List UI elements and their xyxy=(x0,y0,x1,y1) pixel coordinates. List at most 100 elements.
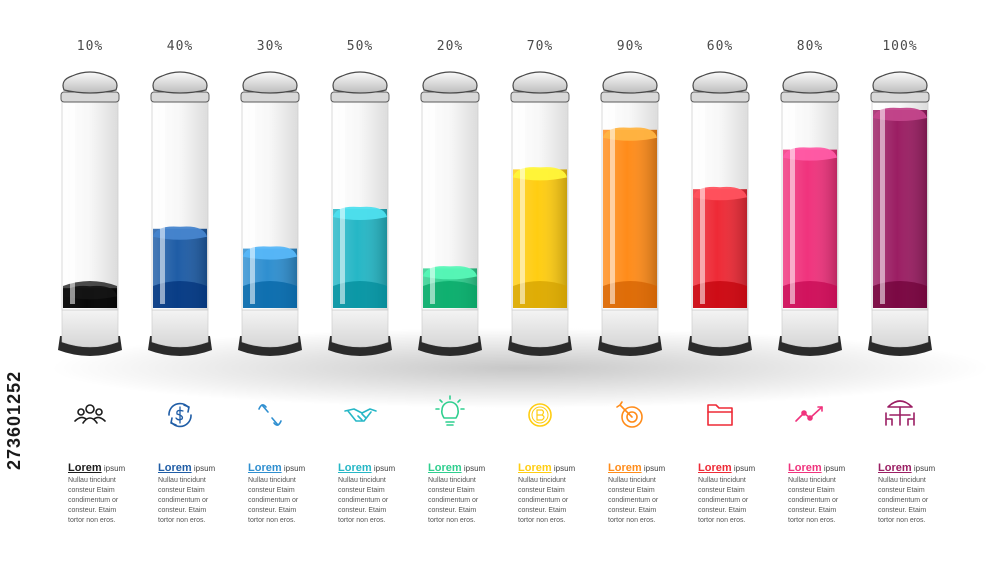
heading-rest: ipsum xyxy=(371,464,396,473)
text-block-heading: Lorem ipsum xyxy=(158,462,238,475)
heading-highlight: Lorem xyxy=(878,462,912,474)
bar-tube-4 xyxy=(328,71,392,356)
heading-rest: ipsum xyxy=(101,464,126,473)
text-block-6: Lorem ipsum Nullau tincidunt consteur Eta… xyxy=(518,462,598,526)
text-block-heading: Lorem ipsum xyxy=(608,462,688,475)
text-block-1: Lorem ipsum Nullau tincidunt consteur Eta… xyxy=(68,462,148,526)
text-block-body: Nullau tincidunt consteur Etaim condimen… xyxy=(518,477,569,524)
heading-rest: ipsum xyxy=(641,464,666,473)
tube-cap-top xyxy=(332,71,388,94)
text-block-10: Lorem ipsum Nullau tincidunt consteur Eta… xyxy=(878,462,958,526)
liquid-surface xyxy=(423,266,477,280)
tube-base xyxy=(601,309,659,348)
glass-highlight xyxy=(790,104,795,304)
liquid-bottom xyxy=(333,281,387,308)
tube-base xyxy=(151,309,209,348)
liquid-surface xyxy=(333,206,387,220)
heading-rest: ipsum xyxy=(281,464,306,473)
glass-highlight xyxy=(700,104,705,304)
glass-highlight xyxy=(250,104,255,304)
handshake-icon xyxy=(344,408,377,422)
bar-tube-9 xyxy=(778,71,842,356)
text-block-heading: Lorem ipsum xyxy=(248,462,328,475)
liquid-surface xyxy=(153,226,207,240)
stock-watermark-id: 273601252 xyxy=(4,370,24,470)
bars-group xyxy=(58,71,932,356)
text-block-body: Nullau tincidunt consteur Etaim condimen… xyxy=(248,477,299,524)
glass-highlight xyxy=(520,104,525,304)
text-block-4: Lorem ipsum Nullau tincidunt consteur Eta… xyxy=(338,462,418,526)
heading-highlight: Lorem xyxy=(608,462,642,474)
bar-tube-8 xyxy=(688,71,752,356)
lightbulb-icon xyxy=(435,395,465,426)
liquid-surface xyxy=(693,186,747,201)
folder-icon xyxy=(707,404,733,426)
liquid-bottom xyxy=(423,281,477,308)
text-block-body: Nullau tincidunt consteur Etaim condimen… xyxy=(158,477,209,524)
value-label-8: 60% xyxy=(707,39,733,54)
tube-cap-top xyxy=(692,71,748,94)
liquid-bottom xyxy=(63,281,117,308)
text-block-5: Lorem ipsum Nullau tincidunt consteur Eta… xyxy=(428,462,508,526)
text-block-7: Lorem ipsum Nullau tincidunt consteur Eta… xyxy=(608,462,688,526)
heading-highlight: Lorem xyxy=(698,462,732,474)
liquid-surface xyxy=(513,167,567,181)
tube-cap-top xyxy=(422,71,478,94)
bar-tube-6 xyxy=(508,71,572,356)
glass-highlight xyxy=(340,104,345,304)
heading-highlight: Lorem xyxy=(518,462,552,474)
bar-tube-1 xyxy=(58,71,122,356)
heading-highlight: Lorem xyxy=(68,462,102,474)
tube-cap-top xyxy=(242,71,298,94)
value-label-3: 30% xyxy=(257,39,283,54)
restaurant-table-icon xyxy=(885,400,915,426)
tube-base xyxy=(691,309,749,348)
value-label-5: 20% xyxy=(437,39,463,54)
text-block-body: Nullau tincidunt consteur Etaim condimen… xyxy=(608,477,659,524)
glass-highlight xyxy=(70,104,75,304)
value-label-9: 80% xyxy=(797,39,823,54)
liquid-bottom xyxy=(243,281,297,308)
trend-line-icon xyxy=(795,406,823,422)
value-label-7: 90% xyxy=(617,39,643,54)
heading-highlight: Lorem xyxy=(158,462,192,474)
heading-rest: ipsum xyxy=(911,464,936,473)
link-icon xyxy=(258,404,282,426)
glass-highlight xyxy=(160,104,165,304)
value-label-6: 70% xyxy=(527,39,553,54)
team-icon xyxy=(74,404,106,424)
tube-cap-top xyxy=(602,71,658,94)
target-icon xyxy=(616,401,643,428)
tube-base xyxy=(241,309,299,348)
heading-rest: ipsum xyxy=(821,464,846,473)
liquid-bottom xyxy=(693,281,747,308)
glass-highlight xyxy=(610,104,615,304)
text-block-3: Lorem ipsum Nullau tincidunt consteur Eta… xyxy=(248,462,328,526)
text-block-heading: Lorem ipsum xyxy=(698,462,778,475)
liquid-surface xyxy=(783,147,837,161)
heading-rest: ipsum xyxy=(191,464,216,473)
dollar-exchange-icon xyxy=(168,402,192,428)
text-block-body: Nullau tincidunt consteur Etaim condimen… xyxy=(338,477,389,524)
text-block-heading: Lorem ipsum xyxy=(338,462,418,475)
tube-cap-top xyxy=(152,71,208,94)
heading-rest: ipsum xyxy=(551,464,576,473)
tube-base xyxy=(421,309,479,348)
bar-tube-7 xyxy=(598,71,662,356)
icons-group xyxy=(74,395,915,428)
liquid-surface xyxy=(873,107,927,121)
text-block-2: Lorem ipsum Nullau tincidunt consteur Eta… xyxy=(158,462,238,526)
text-block-heading: Lorem ipsum xyxy=(878,462,958,475)
heading-highlight: Lorem xyxy=(248,462,282,474)
text-block-heading: Lorem ipsum xyxy=(518,462,598,475)
tube-cap-top xyxy=(782,71,838,94)
glass-highlight xyxy=(430,104,435,304)
text-block-body: Nullau tincidunt consteur Etaim condimen… xyxy=(788,477,839,524)
bar-tube-3 xyxy=(238,71,302,356)
heading-rest: ipsum xyxy=(461,464,486,473)
tube-cap-top xyxy=(872,71,928,94)
heading-highlight: Lorem xyxy=(428,462,462,474)
bitcoin-icon xyxy=(528,403,552,427)
text-block-heading: Lorem ipsum xyxy=(788,462,868,475)
text-block-9: Lorem ipsum Nullau tincidunt consteur Eta… xyxy=(788,462,868,526)
